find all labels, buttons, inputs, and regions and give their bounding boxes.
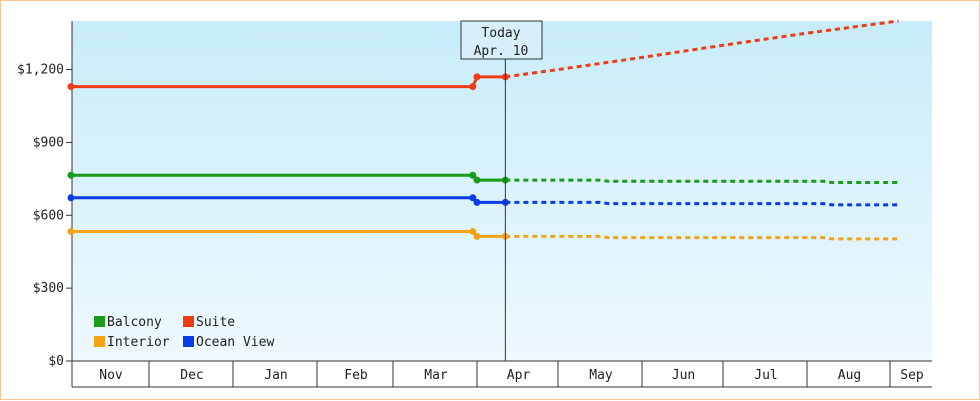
- x-tick-label: Nov: [99, 368, 123, 383]
- x-tick-label: Jan: [264, 368, 287, 383]
- data-point-suite: [473, 73, 481, 81]
- legend: Balcony Suite Interior Ocean View: [94, 315, 274, 350]
- x-tick-label: Sep: [900, 368, 924, 383]
- data-point-suite: [469, 83, 477, 91]
- legend-label-interior: Interior: [107, 335, 170, 350]
- data-point-interior: [473, 232, 481, 240]
- x-tick-label: Aug: [838, 368, 861, 383]
- x-tick-label: Dec: [180, 368, 203, 383]
- series-line-suite: [71, 75, 506, 89]
- legend-swatch-balcony: [94, 316, 105, 327]
- legend-swatch-suite: [183, 316, 194, 327]
- data-point-suite: [67, 83, 75, 91]
- legend-swatch-ocean-view: [183, 336, 194, 347]
- today-date: Apr. 10: [474, 44, 529, 59]
- series-forecast-interior: [505, 234, 899, 241]
- series-forecast-balcony: [505, 178, 899, 184]
- x-tick-label: Mar: [424, 368, 448, 383]
- today-box: [460, 20, 543, 60]
- legend-label-suite: Suite: [196, 315, 235, 330]
- series-forecast-ocean-view: [505, 200, 899, 207]
- data-point-interior: [67, 228, 75, 236]
- y-tick-label: $1,200: [17, 63, 64, 78]
- data-point-ocean-view: [469, 194, 477, 202]
- today-marker: Today Apr. 10: [460, 20, 543, 361]
- y-tick-label: $300: [33, 281, 64, 296]
- y-tick-label: $900: [33, 135, 64, 150]
- x-tick-label: Feb: [344, 368, 368, 383]
- today-label: Today: [481, 26, 520, 41]
- x-tick-label: Jul: [754, 368, 777, 383]
- axes: $0 $300 $600 $900 $1,200 Nov Dec Jan Feb Mar Apr Ma…: [17, 21, 932, 388]
- data-point-balcony: [67, 171, 75, 179]
- y-tick-label: $0: [48, 354, 64, 369]
- legend-label-balcony: Balcony: [107, 315, 162, 330]
- data-point-balcony: [473, 176, 481, 184]
- legend-swatch-interior: [94, 336, 105, 347]
- x-tick-label: Apr: [507, 368, 531, 383]
- data-point-ocean-view: [67, 194, 75, 202]
- series-layer: [67, 19, 899, 241]
- y-tick-label: $600: [33, 208, 64, 223]
- x-tick-label: Jun: [672, 368, 695, 383]
- data-point-balcony: [469, 171, 477, 179]
- legend-label-ocean-view: Ocean View: [196, 335, 274, 350]
- data-point-interior: [469, 228, 477, 236]
- x-tick-label: May: [589, 368, 613, 383]
- data-point-ocean-view: [473, 198, 481, 206]
- plot-background: [72, 21, 932, 361]
